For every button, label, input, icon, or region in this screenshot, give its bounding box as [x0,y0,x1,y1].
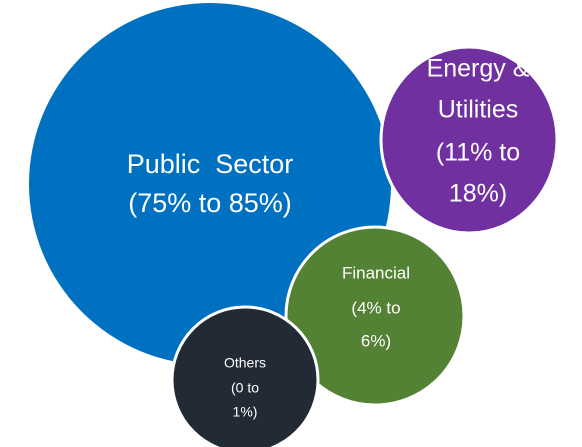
node-label: Energy & [427,55,530,83]
node-label: (75% to 85%) [128,188,292,218]
node-label: (11% to [436,139,520,167]
energy-bubble [379,45,559,235]
node-label: Public Sector [127,149,294,179]
node-label: 1%) [233,404,258,420]
node-label: Others [224,355,266,371]
node-label: 6%) [361,331,391,350]
node-label: (0 to [231,380,259,396]
financial-bubble [284,225,466,407]
node-label: Financial [342,263,410,282]
node-label: 18%) [449,180,507,208]
others-bubble [170,305,320,447]
node-label: (4% to [351,298,400,317]
node-label: Utilities [438,96,519,124]
